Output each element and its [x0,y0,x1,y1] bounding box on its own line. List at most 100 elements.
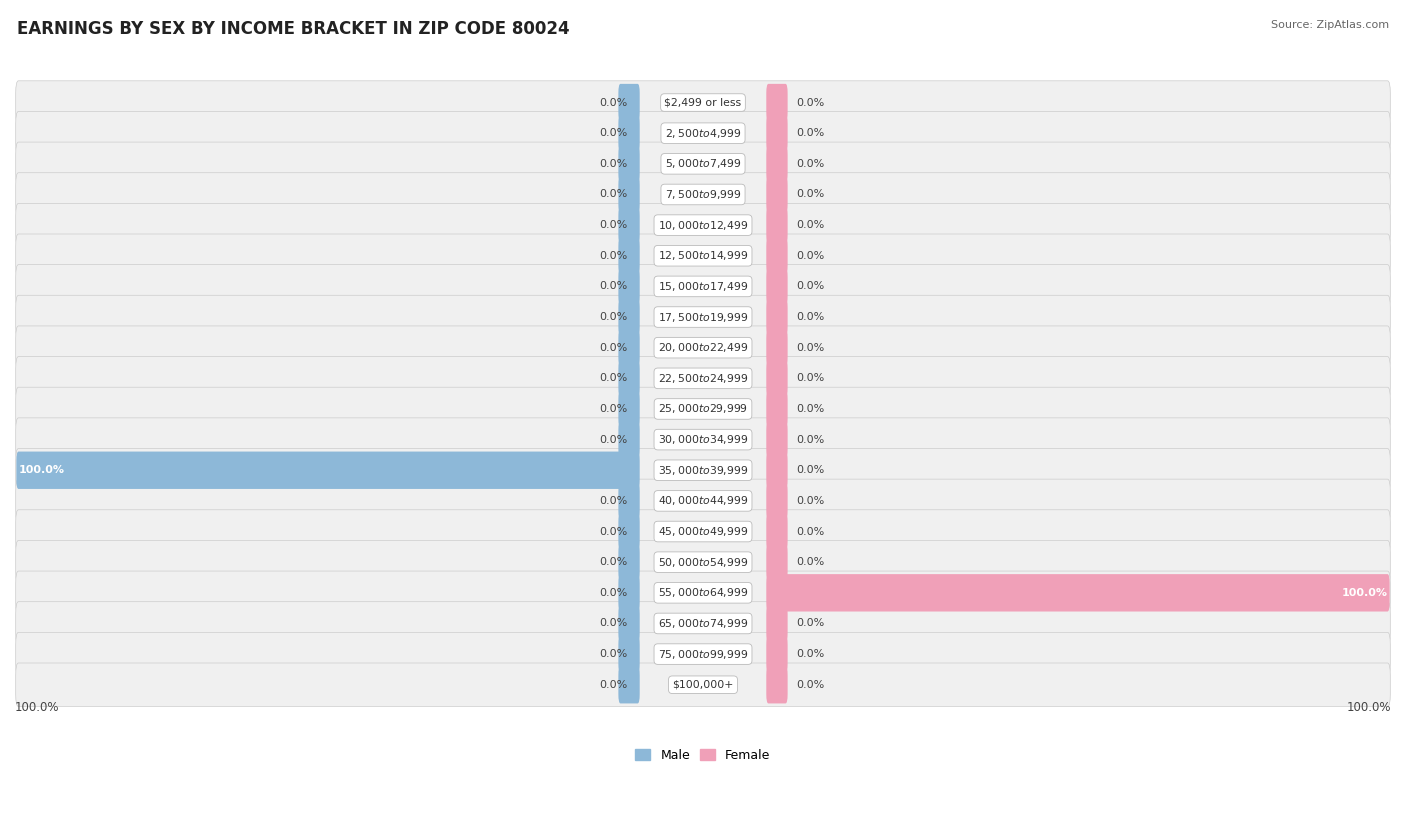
Text: 0.0%: 0.0% [796,98,824,107]
FancyBboxPatch shape [15,357,1391,400]
Text: $75,000 to $99,999: $75,000 to $99,999 [658,648,748,661]
Text: $25,000 to $29,999: $25,000 to $29,999 [658,402,748,415]
Text: 0.0%: 0.0% [796,496,824,506]
Text: 0.0%: 0.0% [599,527,627,537]
Text: 0.0%: 0.0% [599,98,627,107]
FancyBboxPatch shape [619,176,640,213]
FancyBboxPatch shape [15,265,1391,308]
Text: 0.0%: 0.0% [796,189,824,199]
FancyBboxPatch shape [619,329,640,367]
Text: 100.0%: 100.0% [1341,588,1388,598]
Text: $65,000 to $74,999: $65,000 to $74,999 [658,617,748,630]
FancyBboxPatch shape [766,636,787,673]
FancyBboxPatch shape [766,84,787,121]
FancyBboxPatch shape [15,142,1391,185]
FancyBboxPatch shape [15,295,1391,339]
Text: 0.0%: 0.0% [796,128,824,138]
FancyBboxPatch shape [619,421,640,459]
FancyBboxPatch shape [619,237,640,275]
FancyBboxPatch shape [15,633,1391,676]
Text: $15,000 to $17,499: $15,000 to $17,499 [658,280,748,293]
FancyBboxPatch shape [766,237,787,275]
FancyBboxPatch shape [15,602,1391,646]
FancyBboxPatch shape [619,267,640,305]
Text: 0.0%: 0.0% [599,189,627,199]
FancyBboxPatch shape [17,451,640,489]
FancyBboxPatch shape [766,207,787,244]
Text: 0.0%: 0.0% [796,557,824,567]
Text: 0.0%: 0.0% [599,435,627,445]
FancyBboxPatch shape [766,267,787,305]
Text: 0.0%: 0.0% [599,343,627,353]
FancyBboxPatch shape [15,234,1391,277]
FancyBboxPatch shape [766,543,787,580]
Text: 0.0%: 0.0% [599,373,627,383]
Text: 0.0%: 0.0% [599,312,627,322]
Text: 0.0%: 0.0% [796,527,824,537]
FancyBboxPatch shape [15,449,1391,492]
FancyBboxPatch shape [15,172,1391,216]
Text: 0.0%: 0.0% [599,128,627,138]
FancyBboxPatch shape [619,115,640,152]
Text: $10,000 to $12,499: $10,000 to $12,499 [658,219,748,232]
Text: 0.0%: 0.0% [796,465,824,476]
Text: 0.0%: 0.0% [796,312,824,322]
FancyBboxPatch shape [15,80,1391,124]
Text: 0.0%: 0.0% [599,619,627,628]
Text: 0.0%: 0.0% [796,373,824,383]
Text: $22,500 to $24,999: $22,500 to $24,999 [658,372,748,385]
FancyBboxPatch shape [15,510,1391,554]
Text: 0.0%: 0.0% [599,159,627,169]
Text: 0.0%: 0.0% [796,281,824,291]
Text: Source: ZipAtlas.com: Source: ZipAtlas.com [1271,20,1389,30]
Text: $35,000 to $39,999: $35,000 to $39,999 [658,463,748,476]
Text: 0.0%: 0.0% [599,557,627,567]
FancyBboxPatch shape [619,666,640,703]
Text: $30,000 to $34,999: $30,000 to $34,999 [658,433,748,446]
Text: 0.0%: 0.0% [796,343,824,353]
FancyBboxPatch shape [766,329,787,367]
Text: $55,000 to $64,999: $55,000 to $64,999 [658,586,748,599]
FancyBboxPatch shape [15,203,1391,247]
FancyBboxPatch shape [619,359,640,397]
Legend: Male, Female: Male, Female [630,744,776,767]
FancyBboxPatch shape [15,479,1391,523]
Text: 0.0%: 0.0% [796,680,824,689]
FancyBboxPatch shape [766,451,787,489]
FancyBboxPatch shape [619,543,640,580]
Text: $45,000 to $49,999: $45,000 to $49,999 [658,525,748,538]
Text: 0.0%: 0.0% [599,649,627,659]
Text: 100.0%: 100.0% [18,465,65,476]
FancyBboxPatch shape [15,571,1391,615]
Text: 0.0%: 0.0% [599,250,627,261]
FancyBboxPatch shape [766,666,787,703]
FancyBboxPatch shape [15,111,1391,155]
FancyBboxPatch shape [619,146,640,183]
Text: $7,500 to $9,999: $7,500 to $9,999 [665,188,741,201]
Text: $2,500 to $4,999: $2,500 to $4,999 [665,127,741,140]
FancyBboxPatch shape [619,636,640,673]
Text: $100,000+: $100,000+ [672,680,734,689]
Text: $20,000 to $22,499: $20,000 to $22,499 [658,341,748,354]
Text: EARNINGS BY SEX BY INCOME BRACKET IN ZIP CODE 80024: EARNINGS BY SEX BY INCOME BRACKET IN ZIP… [17,20,569,38]
FancyBboxPatch shape [619,574,640,611]
Text: $2,499 or less: $2,499 or less [665,98,741,107]
Text: $17,500 to $19,999: $17,500 to $19,999 [658,311,748,324]
FancyBboxPatch shape [766,115,787,152]
FancyBboxPatch shape [766,390,787,428]
Text: 0.0%: 0.0% [796,220,824,230]
Text: 0.0%: 0.0% [599,588,627,598]
Text: 0.0%: 0.0% [599,680,627,689]
Text: 0.0%: 0.0% [599,281,627,291]
FancyBboxPatch shape [766,359,787,397]
Text: 0.0%: 0.0% [796,649,824,659]
FancyBboxPatch shape [766,605,787,642]
Text: 0.0%: 0.0% [796,619,824,628]
Text: $40,000 to $44,999: $40,000 to $44,999 [658,494,748,507]
FancyBboxPatch shape [766,482,787,520]
Text: 100.0%: 100.0% [15,702,59,715]
FancyBboxPatch shape [619,207,640,244]
Text: $12,500 to $14,999: $12,500 to $14,999 [658,250,748,263]
FancyBboxPatch shape [766,421,787,459]
Text: $50,000 to $54,999: $50,000 to $54,999 [658,555,748,568]
